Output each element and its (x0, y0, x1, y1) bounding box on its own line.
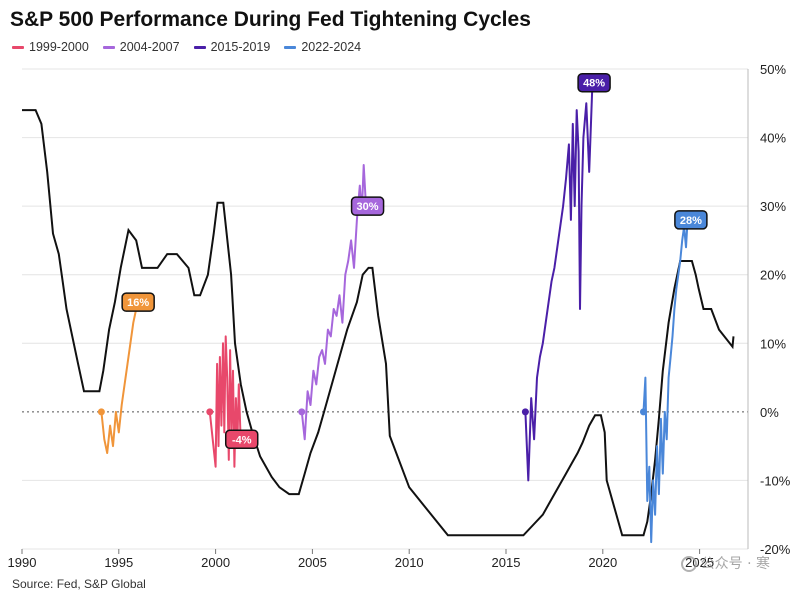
legend-item-2004-2007: 2004-2007 (102, 40, 180, 54)
fed-funds-layer (22, 109, 735, 537)
x-tick-label: 2010 (395, 555, 424, 570)
x-tick-label: 1995 (104, 555, 133, 570)
legend-item-2015-2019: 2015-2019 (193, 40, 271, 54)
y-tick-label: 30% (760, 199, 786, 214)
fed-funds-line (22, 109, 735, 537)
badge-layer: -4% 30% 48% 28% 16% (121, 72, 708, 450)
legend-label-2004-2007: 2004-2007 (119, 40, 180, 54)
legend-swatch-1999-2000 (12, 45, 24, 49)
y-tick-label: 0% (760, 405, 779, 420)
legend-swatch-2004-2007 (102, 45, 115, 49)
chart-legend: 1999-2000 2004-2007 2015-2019 2022-2024 (12, 40, 361, 54)
series-end-badge-2004-2007 (350, 196, 385, 216)
series-end-badge-1999-2000 (224, 429, 259, 450)
series-end-label-2022-2024: 28% (680, 215, 702, 227)
source-note: Source: Fed, S&P Global (12, 577, 146, 591)
series-line-2022-2024 (642, 212, 692, 544)
legend-label-2015-2019: 2015-2019 (210, 40, 271, 54)
series-line-2015-2019 (524, 82, 596, 482)
legend-label-2022-2024: 2022-2024 (301, 40, 362, 54)
series-end-badge-2022-2024 (674, 210, 708, 230)
x-tick-label: 2015 (492, 555, 521, 570)
legend-item-2022-2024: 2022-2024 (284, 40, 361, 54)
series-layer (97, 82, 692, 544)
x-tick-label: 2005 (298, 555, 327, 570)
series-end-label-cycle-4: 16% (127, 297, 149, 309)
legend-label-1999-2000: 1999-2000 (29, 40, 89, 54)
series-end-badge-cycle-4 (121, 292, 155, 312)
y-axis-ticks: 50% 40% 30% 20% 10% 0% -10% -20% (760, 62, 791, 557)
y-tick-label: -10% (760, 473, 791, 488)
chart-title: S&P 500 Performance During Fed Tightenin… (10, 8, 531, 31)
series-end-label-2015-2019: 48% (583, 78, 605, 90)
series-start-dot-2015-2019 (521, 408, 529, 416)
series-start-dot-1999-2000 (206, 408, 214, 416)
watermark: 公众号 · 寒 (680, 553, 770, 573)
y-tick-label: -20% (760, 542, 791, 557)
y-tick-label: 10% (760, 336, 786, 351)
x-tick-label: 2000 (201, 555, 230, 570)
legend-swatch-2015-2019 (193, 45, 206, 49)
series-end-badge-2015-2019 (577, 72, 611, 93)
series-start-dot-2004-2007 (298, 408, 306, 416)
series-start-dot-cycle-4 (97, 408, 105, 416)
series-end-label-2004-2007: 30% (357, 201, 379, 213)
series-line-cycle-4 (100, 301, 140, 454)
wechat-icon (680, 556, 697, 572)
series-start-dot-2022-2024 (639, 408, 647, 416)
x-tick-label: 2020 (588, 555, 617, 570)
series-line-2004-2007 (300, 164, 369, 441)
x-tick-label: 1990 (8, 555, 37, 570)
y-tick-label: 40% (760, 131, 786, 146)
grid-layer (22, 68, 749, 550)
legend-swatch-2022-2024 (284, 45, 297, 49)
series-end-label-1999-2000: -4% (232, 434, 252, 446)
watermark-text: 公众号 · 寒 (700, 556, 770, 572)
y-tick-label: 20% (760, 268, 786, 283)
x-axis-ticks: 1990 1995 2000 2005 2010 2015 2020 2025 (8, 549, 714, 570)
y-tick-label: 50% (760, 62, 786, 77)
legend-item-1999-2000: 1999-2000 (12, 40, 89, 54)
